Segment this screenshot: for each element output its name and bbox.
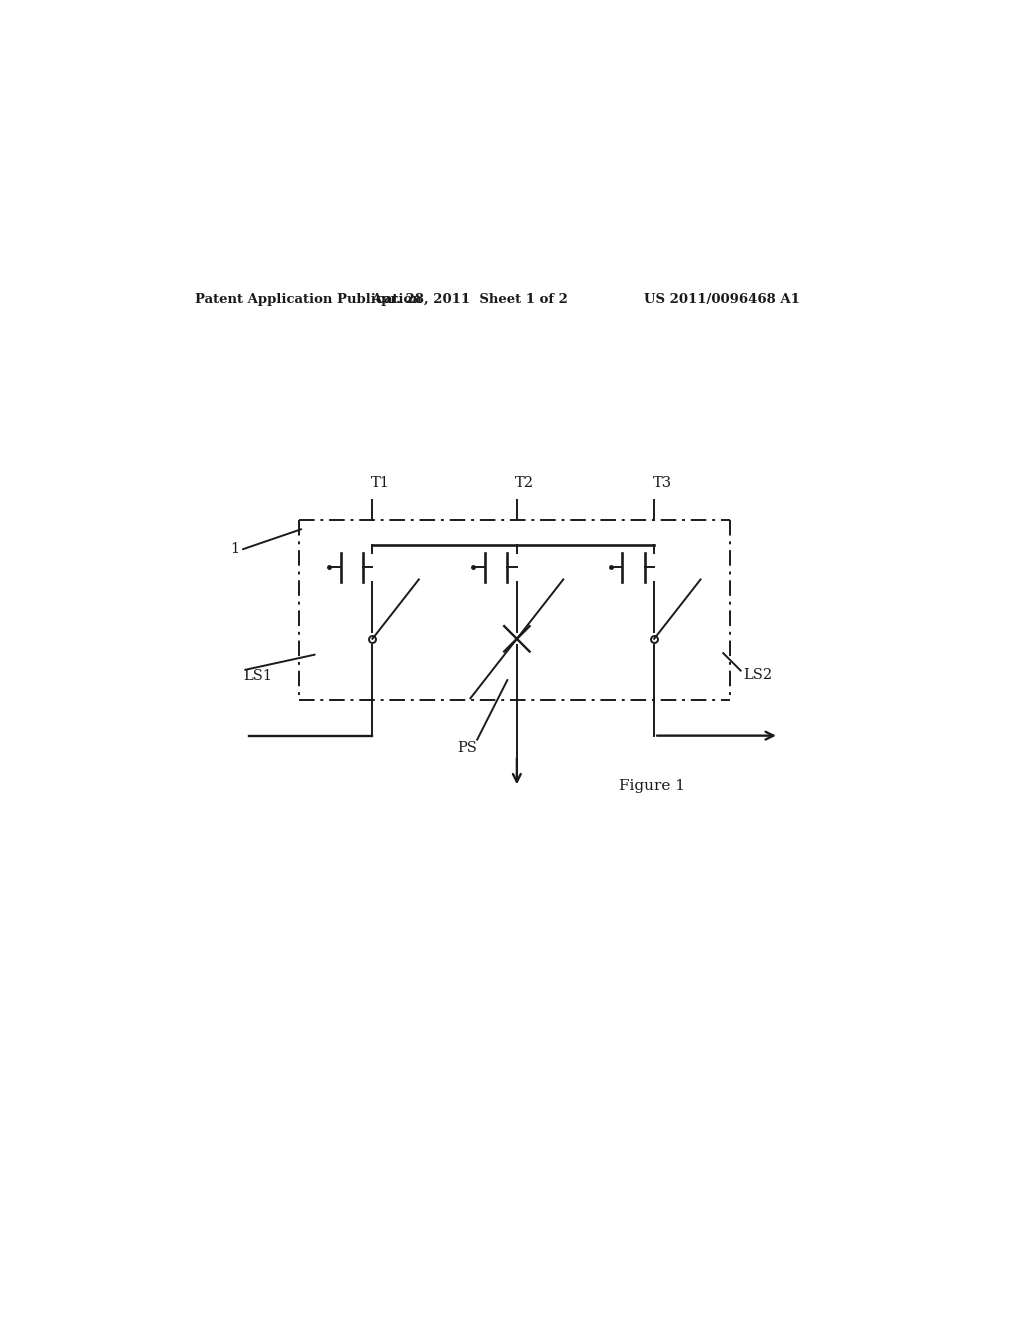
Text: PS: PS	[458, 741, 477, 755]
Text: Figure 1: Figure 1	[618, 779, 685, 792]
Text: T3: T3	[652, 475, 672, 490]
Text: T2: T2	[515, 475, 535, 490]
Text: LS2: LS2	[743, 668, 772, 681]
Text: Patent Application Publication: Patent Application Publication	[196, 293, 422, 306]
Text: 1: 1	[230, 543, 239, 556]
Text: T1: T1	[371, 475, 390, 490]
Text: Apr. 28, 2011  Sheet 1 of 2: Apr. 28, 2011 Sheet 1 of 2	[371, 293, 567, 306]
Text: LS1: LS1	[243, 669, 272, 684]
Text: US 2011/0096468 A1: US 2011/0096468 A1	[644, 293, 800, 306]
